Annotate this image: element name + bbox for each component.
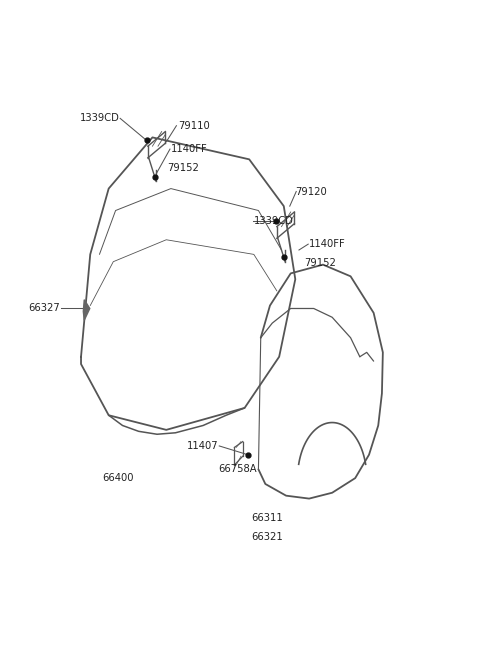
Text: 79152: 79152 (304, 258, 336, 268)
Text: 1140FF: 1140FF (309, 239, 346, 249)
Text: 66400: 66400 (102, 473, 133, 483)
Text: 66758A: 66758A (218, 464, 257, 474)
Text: 1339CD: 1339CD (79, 113, 119, 123)
Text: 79120: 79120 (295, 187, 327, 196)
Text: 79110: 79110 (178, 121, 210, 131)
Text: 66311: 66311 (252, 513, 283, 523)
Text: 1339CD: 1339CD (254, 215, 294, 226)
Text: 66321: 66321 (252, 532, 283, 542)
Text: 1140FF: 1140FF (171, 144, 208, 154)
Text: 79152: 79152 (167, 163, 199, 173)
Text: 66327: 66327 (28, 303, 60, 314)
Text: 11407: 11407 (187, 441, 218, 451)
Polygon shape (84, 300, 90, 320)
